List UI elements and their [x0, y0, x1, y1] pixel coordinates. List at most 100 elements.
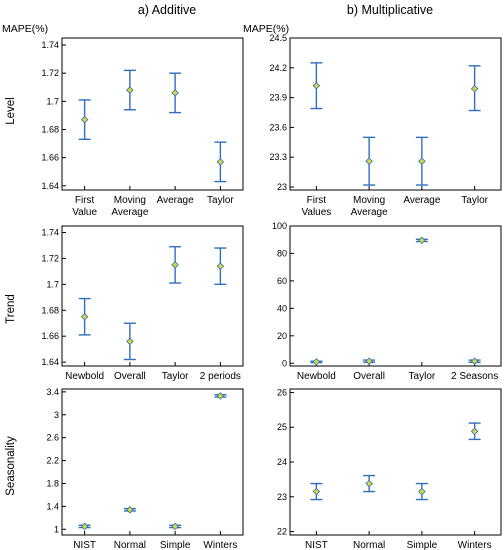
- x-tick-label: Taylor: [409, 371, 436, 382]
- y-tick-label: 24.2: [269, 63, 287, 73]
- error-bar: [363, 136, 376, 186]
- mean-marker: [126, 86, 134, 94]
- error-bar: [415, 236, 428, 245]
- mean-marker: [216, 158, 225, 166]
- x-tick-label: NIST: [73, 540, 96, 550]
- error-bar: [363, 474, 376, 493]
- y-tick-label: 1.64: [41, 181, 59, 191]
- y-tick-label: 100: [272, 221, 287, 231]
- mean-marker: [216, 262, 225, 270]
- y-tick-label: 1.72: [41, 253, 59, 263]
- mean-marker: [312, 487, 321, 496]
- y-tick-label: 1.74: [41, 40, 59, 50]
- x-tick-label: Simple: [160, 540, 191, 550]
- mean-marker: [470, 427, 479, 436]
- x-tick-label: NIST: [305, 540, 328, 550]
- x-tick-label: 2 Seasons: [451, 371, 498, 382]
- mean-marker: [80, 312, 89, 321]
- mean-marker: [312, 81, 321, 90]
- mean-marker: [470, 84, 479, 93]
- chart-panel-0-0: 1.641.661.681.71.721.74FirstValueMovingA…: [41, 37, 244, 218]
- error-bar: [214, 392, 227, 400]
- x-tick-label: Average: [351, 207, 389, 218]
- x-tick-label: Taylor: [162, 371, 189, 382]
- y-tick-label: 24.5: [269, 33, 287, 43]
- y-tick-label: 23.9: [269, 93, 287, 103]
- x-tick-label: First: [75, 195, 95, 206]
- chart-panel-1-1: 0 20 40 60 80 100 Newbold Overall Taylor 2 Season…: [272, 221, 502, 382]
- x-tick-label: Average: [157, 195, 195, 206]
- chart-panel-2-1: 22 23 24 25 26 NIST Normal Simple Winters: [277, 387, 502, 550]
- x-tick-label: Value: [72, 207, 97, 218]
- plot-frame: [289, 37, 502, 191]
- y-tick-label: 3.4: [46, 387, 59, 397]
- right-column-title: b) Multiplicative: [347, 3, 433, 17]
- y-tick-label: 0: [282, 358, 287, 368]
- y-tick-label: 1.8: [46, 478, 59, 488]
- y-tick-label: 23: [277, 492, 287, 502]
- error-bar: [123, 506, 136, 514]
- x-tick-label: 2 periods: [200, 371, 241, 382]
- x-tick-label: Normal: [353, 540, 385, 550]
- mean-marker: [365, 479, 373, 488]
- mean-marker: [418, 157, 426, 165]
- row-label-trend: Trend: [5, 294, 17, 324]
- error-bar: [123, 69, 136, 111]
- panels: 1.641.661.681.71.721.74FirstValueMovingA…: [41, 33, 502, 550]
- x-tick-label: Winters: [203, 540, 237, 550]
- left-y-unit-label: MAPE(%): [2, 23, 48, 35]
- mean-marker: [80, 115, 89, 124]
- plot-frame: [289, 388, 502, 536]
- x-tick-label: Winters: [458, 540, 492, 550]
- x-tick-label: Average: [111, 207, 149, 218]
- y-tick-label: 22: [277, 527, 287, 537]
- chart-panel-0-1: 2323.323.623.924.224.5FirstValuesMovingA…: [269, 33, 502, 218]
- x-tick-label: Normal: [114, 540, 146, 550]
- y-tick-label: 1.68: [41, 124, 59, 134]
- mean-marker: [418, 487, 426, 496]
- error-bar: [310, 482, 323, 501]
- mean-marker: [126, 337, 134, 346]
- left-column-title: a) Additive: [138, 3, 196, 17]
- mean-marker: [126, 506, 134, 514]
- error-bar: [363, 357, 376, 365]
- row-label-level: Level: [5, 97, 17, 125]
- error-bar: [78, 522, 91, 531]
- chart-panel-1-0: 1.64 1.66 1.68 1.7 1.72 1.74 Newbold Overall Tay…: [41, 225, 244, 382]
- error-bar: [310, 358, 323, 366]
- error-bar: [169, 72, 182, 114]
- x-tick-label: Newbold: [65, 371, 104, 382]
- y-tick-label: 1.64: [41, 357, 59, 367]
- y-tick-label: 80: [277, 248, 287, 258]
- y-tick-label: 23.3: [269, 152, 287, 162]
- mean-marker: [365, 357, 373, 365]
- mean-marker: [216, 392, 225, 400]
- error-bar: [468, 422, 481, 441]
- x-tick-label: Moving: [353, 195, 385, 206]
- x-tick-label: Moving: [114, 195, 146, 206]
- x-tick-label: First: [307, 195, 327, 206]
- y-tick-label: 1.72: [41, 68, 59, 78]
- error-bar: [78, 297, 91, 336]
- x-tick-label: Values: [301, 207, 331, 218]
- y-tick-label: 60: [277, 276, 287, 286]
- y-tick-label: 1: [54, 524, 59, 534]
- x-tick-label: Taylor: [461, 195, 488, 206]
- x-tick-label: Overall: [353, 371, 385, 382]
- error-bar: [415, 482, 428, 501]
- y-tick-label: 23: [277, 182, 287, 192]
- mean-marker: [171, 261, 179, 269]
- plot-frame: [61, 37, 244, 191]
- y-tick-label: 1.74: [41, 227, 59, 237]
- mean-marker: [171, 89, 179, 97]
- error-bar: [415, 136, 428, 186]
- y-tick-label: 20: [277, 331, 287, 341]
- right-y-unit-label: MAPE(%): [243, 23, 289, 35]
- error-bar: [214, 141, 227, 183]
- y-tick-label: 1.66: [41, 153, 59, 163]
- mean-marker: [418, 236, 426, 245]
- error-bar: [214, 247, 227, 286]
- error-bar: [310, 62, 323, 110]
- x-tick-label: Simple: [407, 540, 438, 550]
